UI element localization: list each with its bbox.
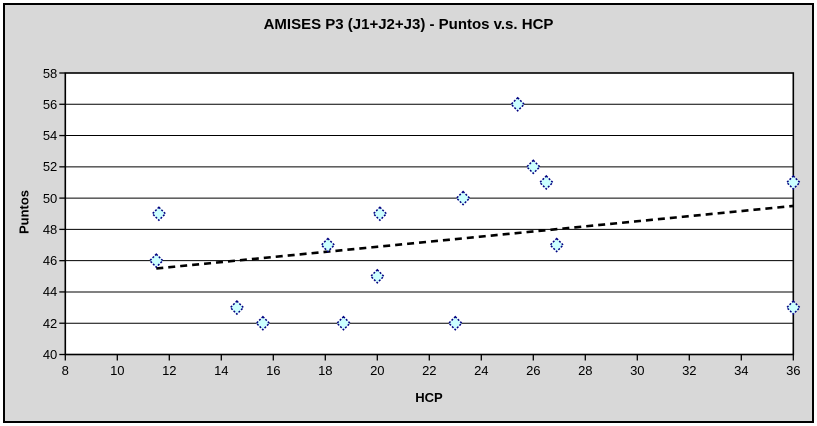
- x-tick-label: 32: [682, 362, 697, 378]
- x-axis-title: HCP: [415, 390, 443, 405]
- data-point-marker[interactable]: [785, 174, 801, 191]
- data-point-marker[interactable]: [151, 206, 167, 222]
- x-tick-label: 26: [526, 362, 541, 378]
- y-tick-label: 42: [42, 315, 58, 331]
- data-point-marker[interactable]: [538, 174, 554, 191]
- chart-title: AMISES P3 (J1+J2+J3) - Puntos v.s. HCP: [263, 16, 554, 33]
- data-point-marker[interactable]: [148, 253, 164, 269]
- data-point-marker[interactable]: [229, 300, 245, 316]
- x-tick-label: 28: [578, 362, 593, 378]
- x-tick-label: 18: [318, 362, 333, 378]
- x-tick-label: 36: [786, 362, 801, 378]
- plot-area[interactable]: [65, 73, 794, 355]
- x-tick-label: 12: [162, 362, 177, 378]
- y-tick-label: 50: [42, 190, 58, 206]
- x-tick-label: 30: [630, 362, 645, 378]
- y-tick-label: 58: [42, 65, 58, 81]
- x-tick-label: 16: [266, 362, 281, 378]
- x-tick-label: 34: [734, 362, 749, 378]
- data-point-marker[interactable]: [320, 237, 336, 253]
- data-point-marker[interactable]: [785, 300, 801, 316]
- y-tick-label: 40: [42, 347, 58, 362]
- y-tick-label: 48: [42, 221, 58, 237]
- data-point-marker[interactable]: [335, 315, 352, 331]
- y-tick-label: 44: [42, 284, 58, 300]
- data-point-marker[interactable]: [549, 237, 565, 253]
- x-tick-label: 10: [110, 362, 125, 378]
- x-tick-label: 22: [422, 362, 437, 378]
- x-tick-label: 14: [214, 362, 229, 378]
- y-tick-label: 54: [42, 128, 58, 144]
- y-tick-label: 52: [42, 159, 58, 175]
- y-tick-label: 46: [42, 253, 58, 269]
- x-tick-label: 20: [370, 362, 385, 378]
- data-point-marker[interactable]: [525, 159, 541, 175]
- data-point-marker[interactable]: [372, 206, 388, 222]
- y-tick-label: 56: [42, 96, 58, 112]
- data-point-marker[interactable]: [255, 315, 271, 331]
- data-point-marker[interactable]: [369, 268, 385, 284]
- data-point-marker[interactable]: [447, 315, 463, 331]
- x-tick-label: 24: [474, 362, 489, 378]
- x-tick-label: 8: [61, 362, 69, 378]
- trendline[interactable]: [156, 204, 794, 270]
- data-point-marker[interactable]: [455, 190, 471, 206]
- data-point-marker[interactable]: [510, 96, 526, 112]
